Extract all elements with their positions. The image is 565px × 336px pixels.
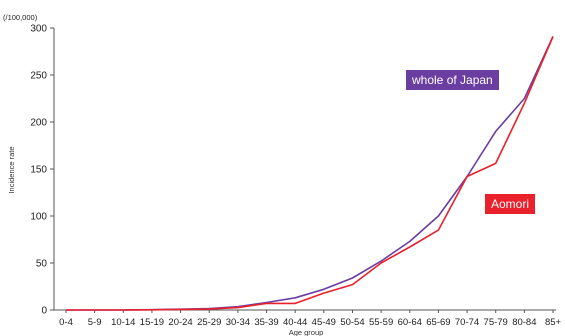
x-tick-label: 15-19: [140, 317, 164, 328]
x-tick-label: 75-79: [484, 317, 508, 328]
y-tick-label: 150: [30, 165, 47, 176]
legend-whole-of-japan: whole of Japan: [406, 70, 499, 90]
x-tick-label: 60-64: [398, 317, 422, 328]
y-tick-label: 100: [30, 212, 47, 223]
x-tick-label: 55-59: [369, 317, 393, 328]
y-axis-title: Incidence rate: [7, 146, 16, 193]
x-tick-label: 35-39: [254, 317, 278, 328]
x-tick-label: 80-84: [512, 317, 536, 328]
x-tick-label: 40-44: [283, 317, 307, 328]
x-tick-label: 0-4: [59, 317, 73, 328]
y-tick-label: 200: [30, 118, 47, 129]
y-tick-label: 300: [30, 24, 47, 35]
y-tick-label: 250: [30, 71, 47, 82]
legend-label-aomori: Aomori: [491, 197, 530, 211]
x-axis-title: Age group: [289, 328, 324, 336]
y-tick-label: 0: [41, 306, 47, 317]
x-tick-label: 85+: [545, 317, 562, 328]
x-tick-label: 5-9: [88, 317, 102, 328]
y-tick-labels: 0 50 100 150 200 250 300: [30, 24, 47, 317]
unit-label: (/100,000): [3, 13, 38, 22]
legend-aomori: Aomori: [485, 194, 536, 214]
x-tick-label: 65-69: [426, 317, 450, 328]
x-tick-label: 10-14: [111, 317, 135, 328]
series-line-aomori: [66, 36, 554, 311]
x-tick-label: 70-74: [455, 317, 479, 328]
x-tick-labels: 0-4 5-9 10-14 15-19 20-24 25-29 30-34 35-39 40-4…: [59, 317, 561, 328]
x-tick-label: 20-24: [168, 317, 192, 328]
x-tick-label: 30-34: [226, 317, 250, 328]
legend-label-whole-of-japan: whole of Japan: [412, 73, 493, 87]
x-tick-label: 50-54: [340, 317, 364, 328]
x-tick-label: 45-49: [312, 317, 336, 328]
y-tick-label: 50: [36, 259, 48, 270]
series-lines: [66, 36, 554, 311]
x-tick-label: 25-29: [197, 317, 221, 328]
